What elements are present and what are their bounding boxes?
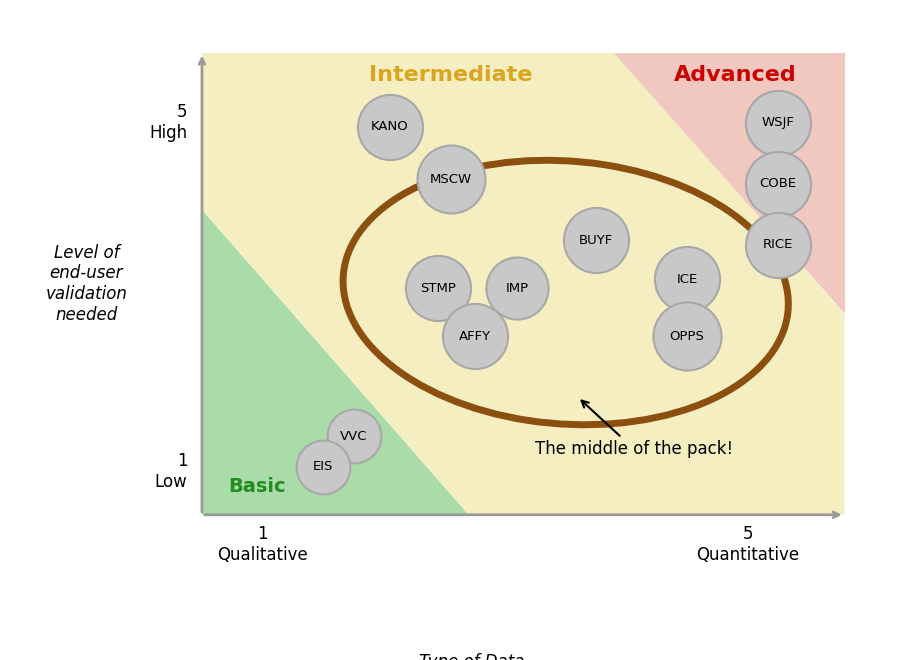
Text: MSCW: MSCW xyxy=(430,173,472,185)
Text: Advanced: Advanced xyxy=(674,65,797,84)
Text: 1
Low: 1 Low xyxy=(154,452,187,490)
Polygon shape xyxy=(202,53,845,515)
Point xyxy=(509,283,524,294)
Text: COBE: COBE xyxy=(759,177,797,190)
Text: BUYF: BUYF xyxy=(579,234,613,247)
Text: 5
High: 5 High xyxy=(150,103,187,142)
Point xyxy=(467,331,482,341)
Point xyxy=(770,178,785,189)
Point xyxy=(588,235,603,246)
Text: Intermediate: Intermediate xyxy=(369,65,532,84)
Text: EIS: EIS xyxy=(313,461,333,473)
Text: IMP: IMP xyxy=(506,282,529,294)
Point xyxy=(770,117,785,128)
Text: STMP: STMP xyxy=(420,282,456,294)
Text: 1
Qualitative: 1 Qualitative xyxy=(218,525,308,564)
Point xyxy=(383,121,397,132)
Polygon shape xyxy=(202,210,469,515)
Point xyxy=(443,174,458,185)
Text: Level of
end-user
validation
needed: Level of end-user validation needed xyxy=(45,244,128,324)
Point xyxy=(679,331,694,341)
Point xyxy=(346,431,361,442)
Text: OPPS: OPPS xyxy=(669,329,704,343)
Text: AFFY: AFFY xyxy=(459,329,491,343)
Point xyxy=(431,283,446,294)
Text: Basic: Basic xyxy=(229,477,286,496)
Point xyxy=(316,461,330,472)
Text: 5
Quantitative: 5 Quantitative xyxy=(696,525,800,564)
Point xyxy=(679,274,694,284)
Text: RICE: RICE xyxy=(763,238,793,251)
Text: The middle of the pack!: The middle of the pack! xyxy=(535,401,733,459)
Text: Type of Data
Used in Prioritisation
Method: Type of Data Used in Prioritisation Meth… xyxy=(386,653,558,660)
Text: VVC: VVC xyxy=(340,430,367,443)
Point xyxy=(770,240,785,250)
Text: KANO: KANO xyxy=(371,120,409,133)
Text: ICE: ICE xyxy=(677,273,698,286)
Polygon shape xyxy=(614,53,845,314)
Text: WSJF: WSJF xyxy=(761,116,794,129)
